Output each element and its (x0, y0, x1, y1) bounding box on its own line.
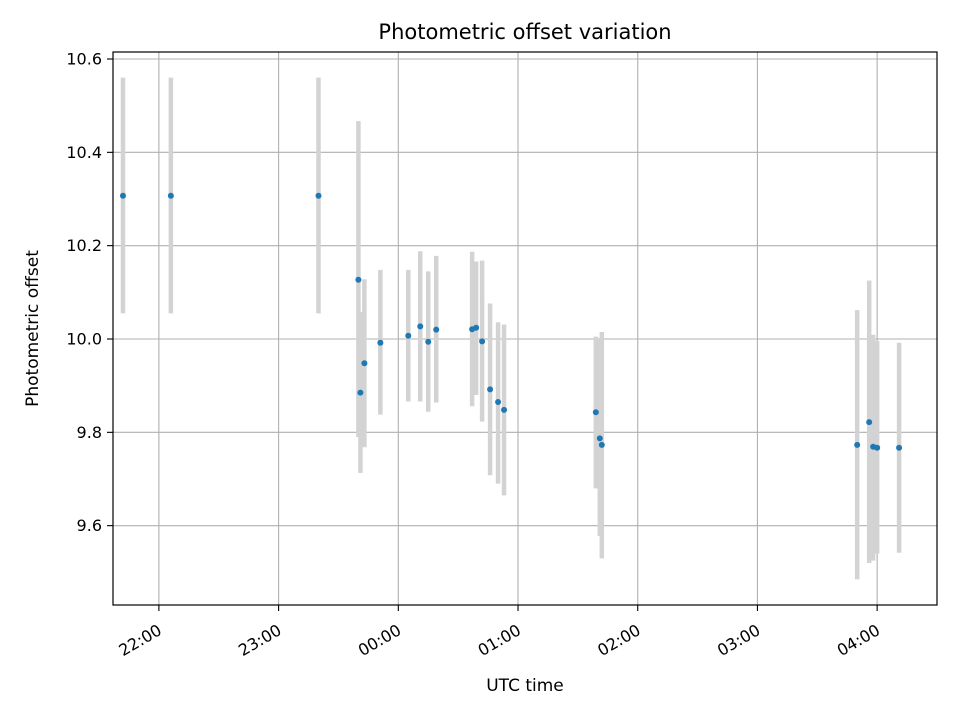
data-point (487, 386, 494, 393)
grid (113, 52, 937, 605)
data-point (854, 441, 861, 448)
data-point (596, 435, 603, 442)
data-points (119, 192, 903, 451)
data-point (479, 338, 486, 345)
data-point (417, 323, 424, 330)
chart-title: Photometric offset variation (378, 20, 671, 44)
data-point (598, 441, 605, 448)
data-point (405, 332, 412, 339)
data-point (119, 192, 126, 199)
y-tick-label: 10.2 (66, 236, 102, 255)
y-tick-label: 10.0 (66, 330, 102, 349)
data-point (874, 444, 881, 451)
data-point (315, 192, 322, 199)
y-tick-label: 9.8 (77, 423, 102, 442)
data-point (425, 338, 432, 345)
data-point (501, 406, 508, 413)
data-point (495, 399, 502, 405)
data-point (433, 326, 440, 333)
data-point (167, 192, 174, 199)
data-point (866, 419, 873, 426)
x-axis-label: UTC time (486, 676, 564, 696)
data-point (592, 409, 599, 416)
y-tick-label: 10.4 (66, 143, 102, 162)
data-point (473, 324, 480, 331)
data-point (355, 276, 362, 283)
data-point (377, 339, 384, 346)
plot-frame (112, 51, 938, 606)
data-point (361, 360, 368, 367)
y-axis-label: Photometric offset (23, 250, 43, 407)
data-point (357, 389, 364, 396)
y-tick-label: 10.6 (66, 50, 102, 69)
y-tick-label: 9.6 (77, 516, 102, 535)
data-point (896, 444, 903, 451)
